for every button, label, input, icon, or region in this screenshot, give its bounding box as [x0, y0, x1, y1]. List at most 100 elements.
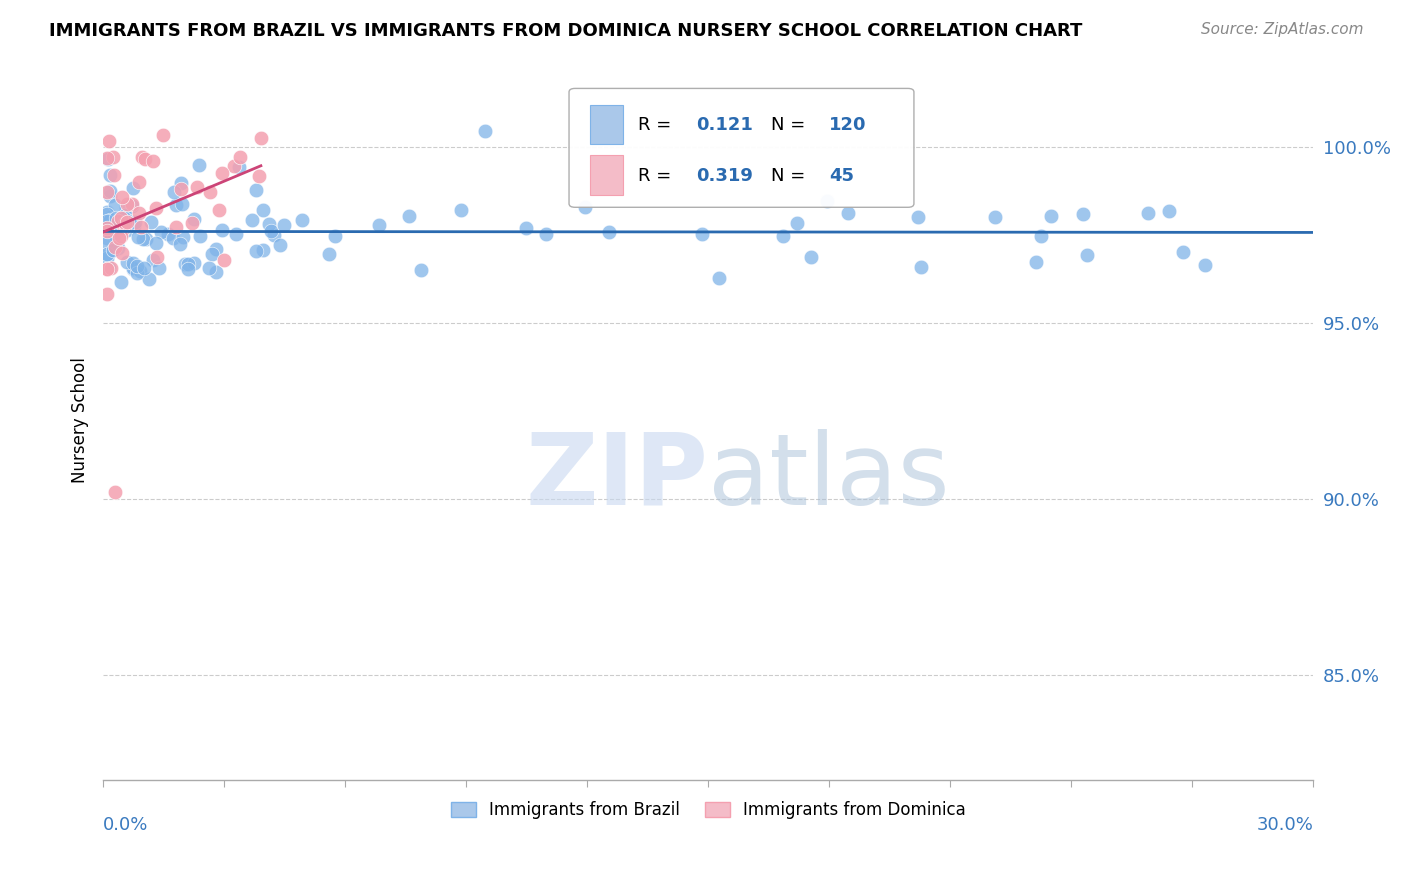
Text: Source: ZipAtlas.com: Source: ZipAtlas.com — [1201, 22, 1364, 37]
Point — [96, 261, 118, 276]
Point — [786, 216, 808, 230]
Point — [172, 229, 194, 244]
Point — [115, 255, 138, 269]
Point — [100, 210, 122, 224]
Point — [198, 261, 221, 276]
Point — [104, 219, 127, 233]
Point — [114, 208, 136, 222]
Text: IMMIGRANTS FROM BRAZIL VS IMMIGRANTS FROM DOMINICA NURSERY SCHOOL CORRELATION CH: IMMIGRANTS FROM BRAZIL VS IMMIGRANTS FRO… — [49, 22, 1083, 40]
Text: R =: R = — [638, 116, 678, 134]
Point — [183, 212, 205, 227]
Point — [141, 215, 163, 229]
Point — [127, 229, 149, 244]
Point — [169, 237, 191, 252]
Point — [205, 264, 228, 278]
Point — [534, 227, 557, 241]
Point — [409, 263, 432, 277]
Point — [104, 211, 127, 226]
Point — [172, 196, 194, 211]
Point — [1071, 207, 1094, 221]
Point — [273, 218, 295, 232]
Point — [149, 225, 172, 239]
Point — [250, 131, 273, 145]
Point — [165, 198, 187, 212]
Text: 0.121: 0.121 — [696, 116, 754, 134]
Point — [134, 153, 156, 167]
Point — [1194, 258, 1216, 272]
Point — [96, 251, 118, 265]
Text: R =: R = — [638, 168, 678, 186]
Point — [186, 180, 208, 194]
Point — [188, 158, 211, 172]
Point — [118, 214, 141, 228]
Point — [474, 124, 496, 138]
Point — [111, 222, 134, 236]
Point — [574, 200, 596, 214]
Point — [1137, 206, 1160, 220]
Point — [145, 250, 167, 264]
Point — [910, 260, 932, 274]
Point — [145, 202, 167, 216]
Point — [104, 198, 127, 212]
Point — [107, 214, 129, 228]
Point — [110, 275, 132, 289]
Point — [98, 134, 121, 148]
Point — [96, 286, 118, 301]
Point — [132, 232, 155, 246]
Point — [205, 242, 228, 256]
Point — [162, 231, 184, 245]
Point — [247, 169, 270, 184]
Point — [97, 212, 120, 227]
Point — [1076, 248, 1098, 262]
FancyBboxPatch shape — [569, 88, 914, 207]
Bar — [589, 155, 623, 195]
Point — [96, 231, 118, 245]
Point — [200, 185, 222, 199]
Point — [1040, 209, 1063, 223]
Point — [515, 221, 537, 235]
Point — [148, 260, 170, 275]
Point — [98, 260, 121, 275]
Text: 30.0%: 30.0% — [1257, 816, 1313, 834]
Point — [257, 218, 280, 232]
Point — [252, 203, 274, 218]
Point — [772, 229, 794, 244]
Point — [157, 227, 180, 241]
Point — [318, 247, 340, 261]
Point — [323, 228, 346, 243]
Point — [1031, 228, 1053, 243]
Point — [96, 247, 118, 261]
Point — [122, 219, 145, 233]
Point — [269, 238, 291, 252]
Point — [135, 231, 157, 245]
Point — [201, 247, 224, 261]
Point — [107, 212, 129, 227]
Text: 120: 120 — [830, 116, 866, 134]
Point — [181, 216, 204, 230]
Point — [101, 243, 124, 257]
Point — [103, 240, 125, 254]
Point — [96, 206, 118, 220]
Point — [138, 271, 160, 285]
Point — [907, 210, 929, 224]
Point — [128, 175, 150, 189]
Point — [115, 223, 138, 237]
Point — [96, 262, 118, 277]
Point — [101, 150, 124, 164]
Point — [815, 194, 838, 209]
Point — [142, 153, 165, 168]
Point — [98, 185, 121, 199]
Point — [245, 244, 267, 258]
Point — [96, 247, 118, 261]
Point — [128, 206, 150, 220]
Point — [690, 227, 713, 241]
Legend: Immigrants from Brazil, Immigrants from Dominica: Immigrants from Brazil, Immigrants from … — [444, 795, 973, 826]
Point — [96, 224, 118, 238]
Point — [96, 151, 118, 165]
Point — [124, 215, 146, 229]
Point — [96, 214, 118, 228]
Point — [1025, 254, 1047, 268]
Point — [96, 235, 118, 250]
Point — [121, 198, 143, 212]
Point — [121, 255, 143, 269]
